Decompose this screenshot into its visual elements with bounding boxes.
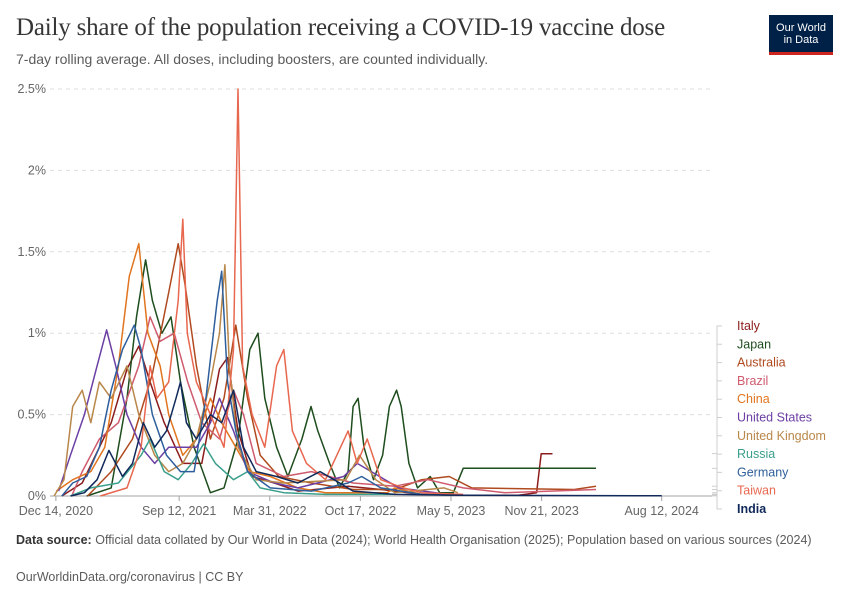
x-axis-ticks: Dec 14, 2020 Sep 12, 2021 Mar 31, 2022 Oct … <box>19 496 699 518</box>
x-tick-label: Dec 14, 2020 <box>19 504 93 518</box>
series-line-germany <box>61 270 454 497</box>
legend-label-japan: Japan <box>737 337 771 351</box>
logo-line-1: Our World <box>776 21 826 34</box>
y-tick-label: 2.5% <box>18 82 47 96</box>
legend-label-china: China <box>737 392 770 406</box>
x-tick-label: Nov 21, 2023 <box>504 504 578 518</box>
series-lines <box>53 88 662 497</box>
legend-label-united-states: United States <box>737 411 812 425</box>
y-tick-label: 1.5% <box>18 245 47 259</box>
source-label: Data source: <box>16 533 92 547</box>
legend-label-russia: Russia <box>737 447 775 461</box>
legend-label-germany: Germany <box>737 465 789 479</box>
legend: Italy Japan Australia Brazil China United Sta… <box>712 319 826 516</box>
line-chart: 0% 0.5% 1% 1.5% 2% 2.5% Dec 14, 2020 Sep 12, 2… <box>18 82 826 518</box>
x-tick-label: Oct 17, 2022 <box>325 504 397 518</box>
y-axis-ticks: 0% 0.5% 1% 1.5% 2% 2.5% <box>18 82 47 503</box>
y-tick-label: 1% <box>28 326 46 340</box>
x-tick-label: Sep 12, 2021 <box>142 504 216 518</box>
logo-line-2: in Data <box>783 33 819 46</box>
legend-connector <box>712 490 722 495</box>
footer-source: Data source: Official data collated by O… <box>16 533 816 548</box>
series-line-australia <box>87 242 597 497</box>
owid-logo[interactable]: Our World in Data <box>769 15 833 55</box>
series-line-united-states <box>57 329 454 496</box>
legend-connector <box>712 495 722 510</box>
legend-label-italy: Italy <box>737 319 761 333</box>
footer-credit[interactable]: OurWorldinData.org/coronavirus | CC BY <box>16 570 244 584</box>
x-tick-label: Aug 12, 2024 <box>625 504 699 518</box>
y-tick-label: 0% <box>28 489 46 503</box>
source-text: Official data collated by Our World in D… <box>95 533 812 547</box>
legend-label-united-kingdom: United Kingdom <box>737 429 826 443</box>
legend-connector <box>712 471 722 496</box>
legend-label-brazil: Brazil <box>737 374 768 388</box>
legend-label-india: India <box>737 502 767 516</box>
chart-title: Daily share of the population receiving … <box>16 14 665 41</box>
series-line-taiwan <box>100 88 464 497</box>
x-tick-label: Mar 31, 2022 <box>233 504 307 518</box>
legend-label-taiwan: Taiwan <box>737 484 776 498</box>
x-tick-label: May 5, 2023 <box>417 504 486 518</box>
series-line-japan <box>86 259 596 497</box>
series-line-india <box>70 381 662 497</box>
y-tick-label: 0.5% <box>18 408 47 422</box>
legend-label-australia: Australia <box>737 356 786 370</box>
chart-subtitle: 7-day rolling average. All doses, includ… <box>16 51 489 67</box>
y-tick-label: 2% <box>28 163 46 177</box>
